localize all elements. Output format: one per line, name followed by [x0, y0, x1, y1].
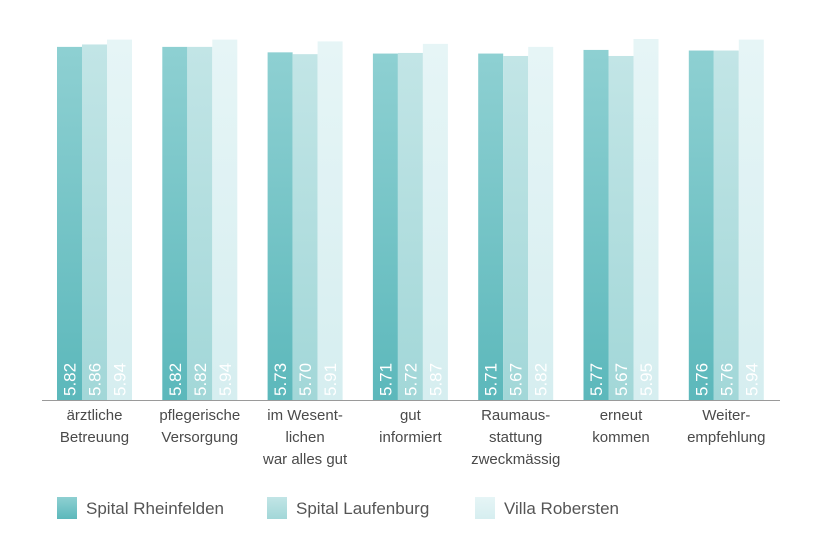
value-label: 5.77 — [587, 363, 606, 396]
value-label: 5.82 — [191, 363, 210, 396]
value-label: 5.72 — [401, 363, 420, 396]
category-label-line: erneut — [600, 407, 643, 424]
value-label: 5.95 — [637, 363, 656, 396]
category-label-line: stattung — [489, 429, 542, 446]
category-label-line: pflegerische — [159, 407, 240, 424]
category-labels: ärztliche Betreuung pflegerische Versorgung… — [60, 407, 766, 468]
value-label: 5.67 — [507, 363, 526, 396]
bar-5-series-3 — [528, 46, 554, 401]
bar-4-series-2 — [397, 52, 423, 400]
category-label-line: war alles gut — [262, 451, 348, 468]
bar-7-series-3 — [738, 39, 764, 401]
value-label: 5.94 — [742, 363, 761, 396]
category-label: im Wesent-lichen war alles gut — [262, 407, 348, 468]
category-label: ärztliche Betreuung — [60, 407, 129, 446]
value-label: 5.91 — [321, 363, 340, 396]
category-label: gut informiert — [379, 407, 442, 446]
legend: Spital Rheinfelden Spital Laufenburg Villa… — [57, 497, 619, 519]
category-label-line: empfehlung — [687, 429, 765, 446]
category-label: Weiter-empfehlung — [687, 407, 765, 446]
bar-1-series-2 — [82, 44, 107, 400]
legend-label: Villa Robersten — [504, 499, 619, 518]
legend-swatch — [267, 497, 287, 519]
value-label: 5.70 — [296, 363, 315, 396]
value-label: 5.86 — [86, 363, 105, 396]
category-label-line: kommen — [592, 429, 650, 446]
value-label: 5.67 — [612, 363, 631, 396]
category-label-line: Raumaus- — [481, 407, 550, 424]
value-label: 5.73 — [271, 363, 290, 396]
bar-1-series-1 — [57, 46, 82, 401]
bar-3-series-2 — [292, 54, 318, 401]
category-label: erneut kommen — [592, 407, 650, 446]
bar-3-series-3 — [317, 41, 343, 401]
value-label: 5.87 — [426, 363, 445, 396]
bar-6-series-2 — [608, 55, 634, 401]
value-label: 5.82 — [532, 363, 551, 396]
bar-2-series-2 — [187, 46, 213, 401]
bar-6-series-3 — [633, 39, 659, 400]
category-label-line: lichen — [285, 429, 324, 446]
bar-5-series-1 — [478, 53, 504, 401]
category-label: Raumaus-stattung zweckmässig — [471, 407, 560, 468]
category-label-line: zweckmässig — [471, 451, 560, 468]
value-label: 5.94 — [111, 363, 130, 396]
bar-4-series-3 — [422, 43, 448, 400]
category-label-line: informiert — [379, 429, 442, 446]
bar-7-series-2 — [713, 50, 739, 400]
bar-6-series-1 — [583, 49, 609, 400]
bar-1-series-3 — [107, 39, 132, 401]
bar-4-series-1 — [372, 53, 398, 401]
bar-5-series-2 — [503, 55, 529, 401]
value-label: 5.71 — [482, 363, 501, 396]
legend-swatch — [475, 497, 495, 519]
value-label: 5.71 — [376, 363, 395, 396]
category-label-line: gut — [400, 407, 422, 424]
bars-group: 5.82 5.86 5.94 5.82 5.82 5.94 5.73 5.70 5.91 5.71… — [57, 39, 764, 401]
legend-label: Spital Rheinfelden — [86, 499, 224, 518]
legend-swatch — [57, 497, 77, 519]
category-label-line: Weiter- — [702, 407, 750, 424]
value-label: 5.76 — [717, 363, 736, 396]
bar-7-series-1 — [688, 50, 714, 400]
bar-2-series-1 — [162, 46, 188, 401]
value-label: 5.82 — [166, 363, 185, 396]
category-label-line: Betreuung — [60, 429, 129, 446]
category-label-line: im Wesent- — [267, 407, 343, 424]
bar-2-series-3 — [212, 39, 238, 401]
value-label: 5.76 — [692, 363, 711, 396]
value-label: 5.82 — [61, 363, 80, 396]
value-label: 5.94 — [216, 363, 235, 396]
bar-3-series-1 — [267, 52, 293, 400]
legend-label: Spital Laufenburg — [296, 499, 429, 518]
category-label-line: Versorgung — [161, 429, 238, 446]
category-label: pflegerische Versorgung — [159, 407, 240, 446]
category-label-line: ärztliche — [67, 407, 123, 424]
